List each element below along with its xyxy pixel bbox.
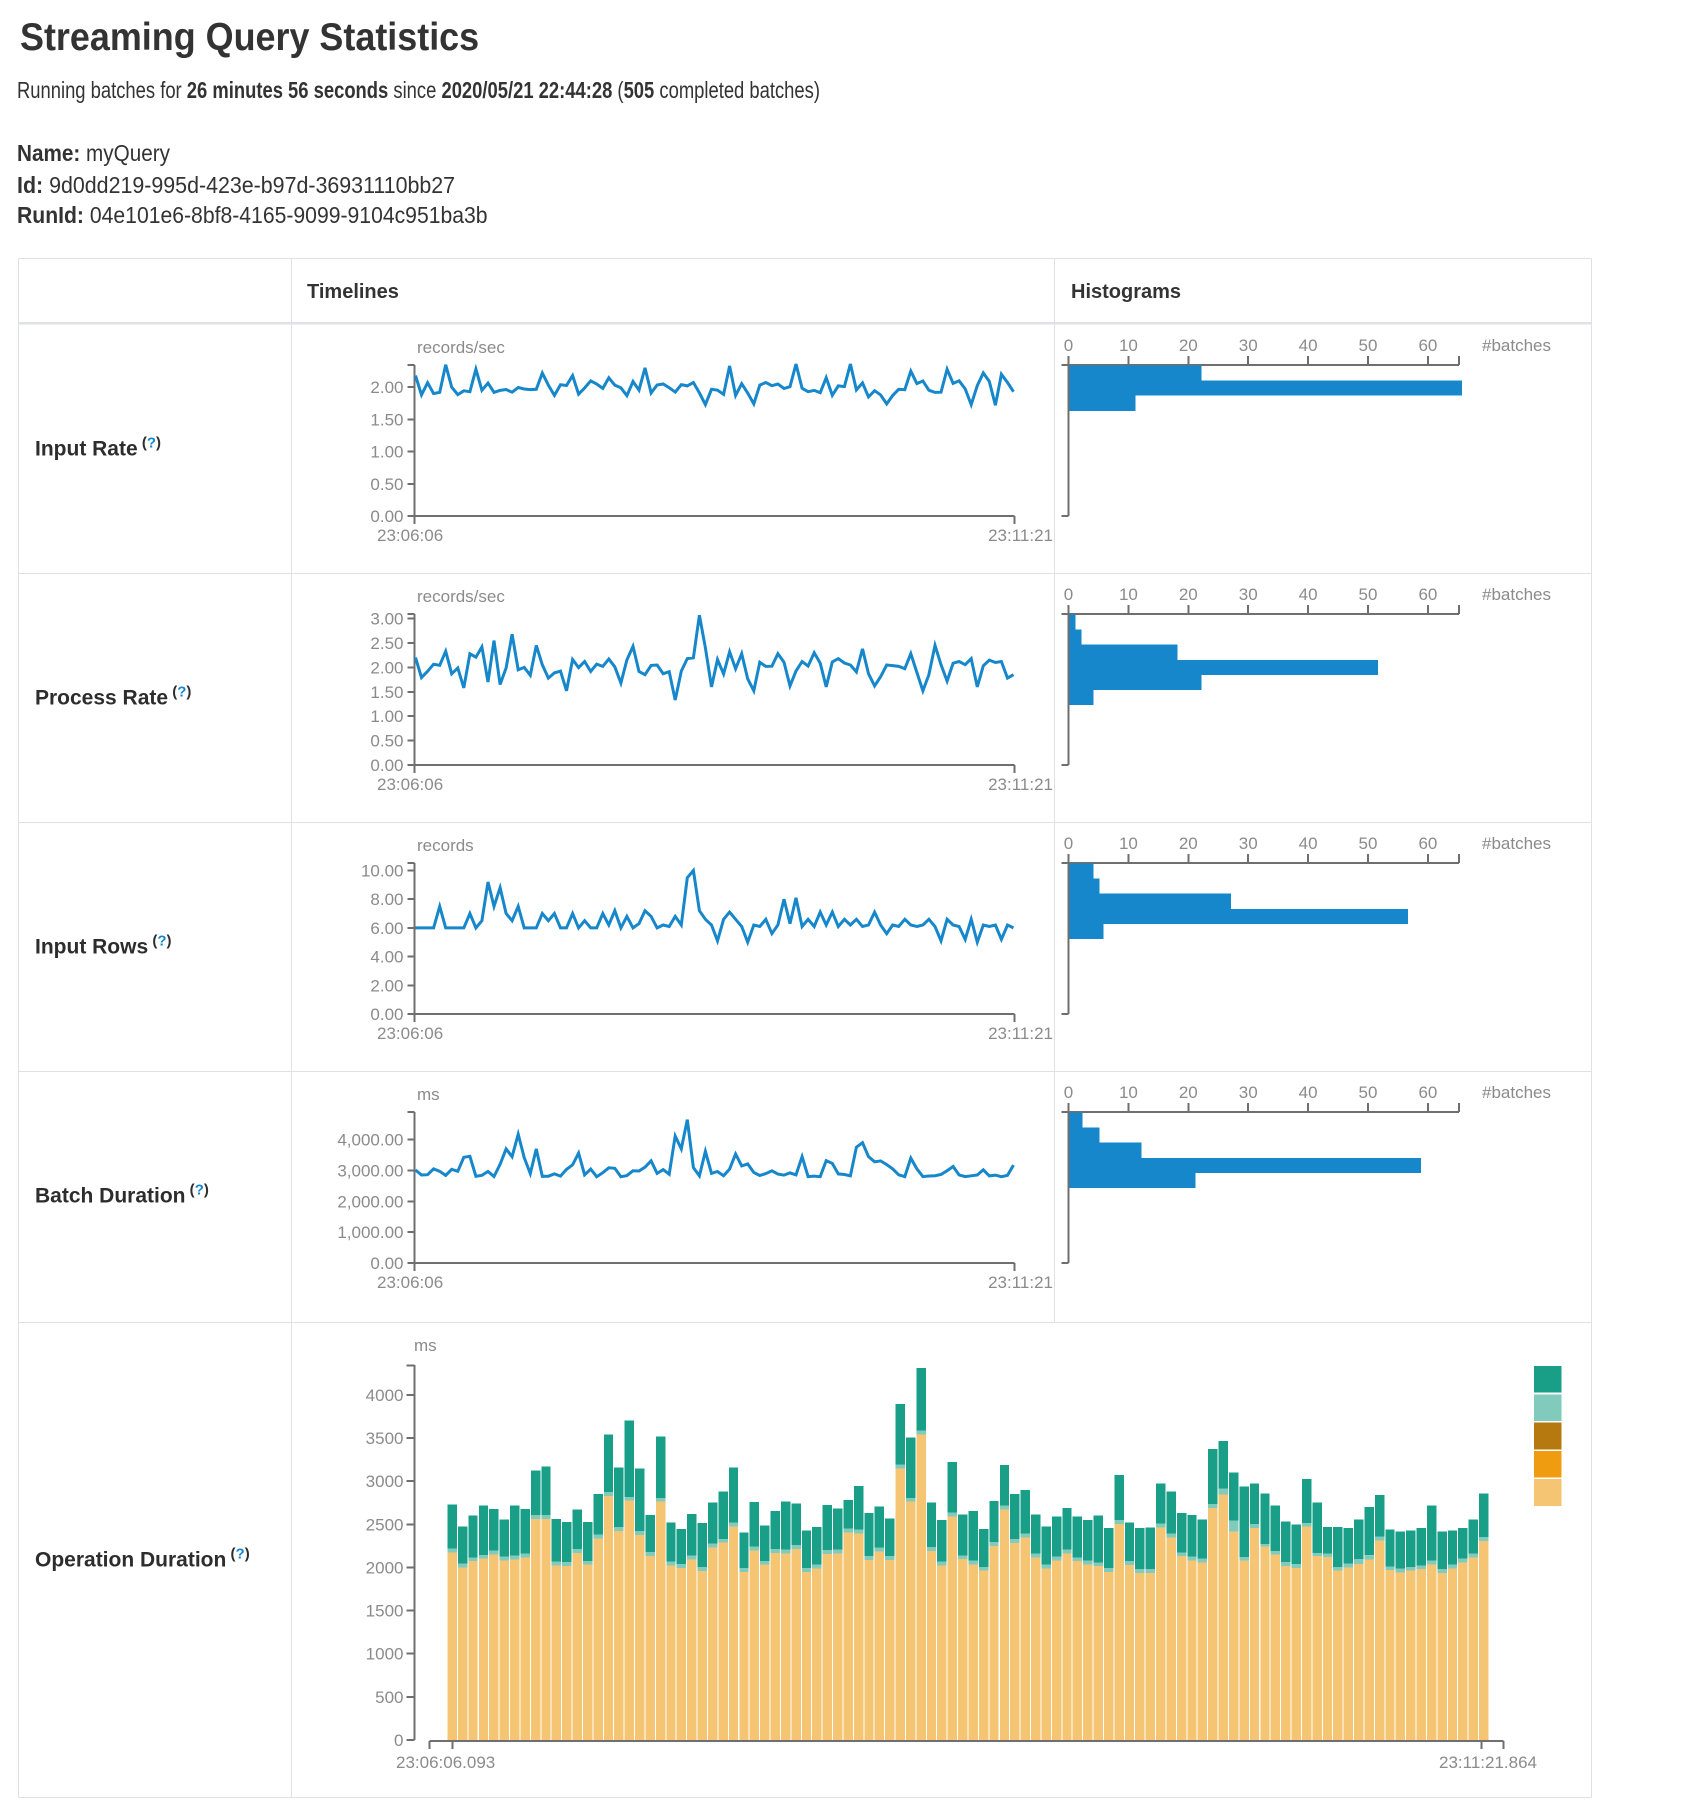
svg-text:#batches: #batches <box>1482 336 1551 355</box>
svg-text:30: 30 <box>1239 585 1258 604</box>
svg-text:23:06:06: 23:06:06 <box>377 526 443 545</box>
svg-text:10: 10 <box>1119 336 1138 355</box>
svg-text:60: 60 <box>1418 1083 1437 1102</box>
svg-text:records/sec: records/sec <box>417 338 505 357</box>
svg-text:Process Rate (?): Process Rate (?) <box>35 684 191 710</box>
svg-text:0: 0 <box>394 1731 403 1750</box>
svg-text:23:06:06.093: 23:06:06.093 <box>396 1753 495 1772</box>
svg-text:8.00: 8.00 <box>370 890 403 909</box>
svg-text:Input Rows (?): Input Rows (?) <box>35 933 172 959</box>
svg-text:#batches: #batches <box>1482 834 1551 853</box>
svg-text:#batches: #batches <box>1482 585 1551 604</box>
svg-text:500: 500 <box>375 1688 403 1707</box>
svg-text:Batch Duration (?): Batch Duration (?) <box>35 1182 209 1208</box>
svg-text:23:11:21.864: 23:11:21.864 <box>1439 1753 1537 1772</box>
svg-text:23:06:06: 23:06:06 <box>377 1273 443 1292</box>
svg-text:Histograms: Histograms <box>1071 281 1181 303</box>
svg-text:0.00: 0.00 <box>370 756 403 775</box>
svg-text:10.00: 10.00 <box>361 862 404 881</box>
svg-text:4,000.00: 4,000.00 <box>337 1131 403 1150</box>
svg-text:2000: 2000 <box>366 1558 404 1577</box>
svg-text:20: 20 <box>1179 585 1198 604</box>
svg-text:10: 10 <box>1119 834 1138 853</box>
svg-text:2.00: 2.00 <box>370 658 403 677</box>
svg-text:3.00: 3.00 <box>370 610 403 629</box>
svg-text:23:11:21: 23:11:21 <box>988 1273 1053 1292</box>
svg-text:2,000.00: 2,000.00 <box>337 1192 403 1211</box>
svg-text:50: 50 <box>1359 585 1378 604</box>
svg-text:30: 30 <box>1239 834 1258 853</box>
svg-text:4.00: 4.00 <box>370 948 403 967</box>
svg-text:1,000.00: 1,000.00 <box>337 1223 403 1242</box>
svg-text:23:11:21: 23:11:21 <box>988 775 1053 794</box>
svg-text:2.00: 2.00 <box>370 378 403 397</box>
svg-text:3500: 3500 <box>366 1429 404 1448</box>
svg-text:0.50: 0.50 <box>370 732 403 751</box>
svg-text:1.00: 1.00 <box>370 707 403 726</box>
svg-text:60: 60 <box>1418 336 1437 355</box>
svg-text:ms: ms <box>414 1336 437 1355</box>
svg-text:23:06:06: 23:06:06 <box>377 775 443 794</box>
svg-text:1500: 1500 <box>366 1602 404 1621</box>
svg-text:3000: 3000 <box>366 1472 404 1491</box>
svg-text:50: 50 <box>1359 1083 1378 1102</box>
svg-text:0: 0 <box>1064 1083 1073 1102</box>
svg-text:20: 20 <box>1179 1083 1198 1102</box>
svg-text:1.50: 1.50 <box>370 410 403 429</box>
svg-text:2.50: 2.50 <box>370 634 403 653</box>
svg-text:#batches: #batches <box>1482 1083 1551 1102</box>
svg-text:1000: 1000 <box>366 1645 404 1664</box>
svg-text:10: 10 <box>1119 585 1138 604</box>
svg-text:ms: ms <box>417 1085 440 1104</box>
svg-text:23:11:21: 23:11:21 <box>988 1024 1053 1043</box>
svg-text:40: 40 <box>1299 1083 1318 1102</box>
svg-text:3,000.00: 3,000.00 <box>337 1162 403 1181</box>
svg-text:records/sec: records/sec <box>417 587 505 606</box>
svg-text:20: 20 <box>1179 834 1198 853</box>
svg-text:20: 20 <box>1179 336 1198 355</box>
svg-text:1.00: 1.00 <box>370 443 403 462</box>
svg-text:40: 40 <box>1299 585 1318 604</box>
svg-text:50: 50 <box>1359 336 1378 355</box>
svg-text:60: 60 <box>1418 585 1437 604</box>
svg-text:40: 40 <box>1299 834 1318 853</box>
svg-text:10: 10 <box>1119 1083 1138 1102</box>
svg-text:0.00: 0.00 <box>370 1005 403 1024</box>
svg-text:1.50: 1.50 <box>370 683 403 702</box>
svg-text:2.00: 2.00 <box>370 976 403 995</box>
svg-text:23:11:21: 23:11:21 <box>988 526 1053 545</box>
svg-text:0.50: 0.50 <box>370 475 403 494</box>
svg-text:4000: 4000 <box>366 1386 404 1405</box>
svg-text:30: 30 <box>1239 336 1258 355</box>
svg-text:23:06:06: 23:06:06 <box>377 1024 443 1043</box>
svg-text:0: 0 <box>1064 336 1073 355</box>
svg-text:50: 50 <box>1359 834 1378 853</box>
svg-text:0.00: 0.00 <box>370 1254 403 1273</box>
svg-text:0: 0 <box>1064 834 1073 853</box>
svg-text:Timelines: Timelines <box>307 281 399 303</box>
svg-text:Operation Duration (?): Operation Duration (?) <box>35 1546 250 1572</box>
svg-text:0.00: 0.00 <box>370 507 403 526</box>
svg-text:40: 40 <box>1299 336 1318 355</box>
svg-text:records: records <box>417 836 474 855</box>
svg-text:0: 0 <box>1064 585 1073 604</box>
svg-text:6.00: 6.00 <box>370 919 403 938</box>
svg-text:2500: 2500 <box>366 1515 404 1534</box>
svg-text:60: 60 <box>1418 834 1437 853</box>
svg-text:Input Rate (?): Input Rate (?) <box>35 435 161 461</box>
svg-text:30: 30 <box>1239 1083 1258 1102</box>
